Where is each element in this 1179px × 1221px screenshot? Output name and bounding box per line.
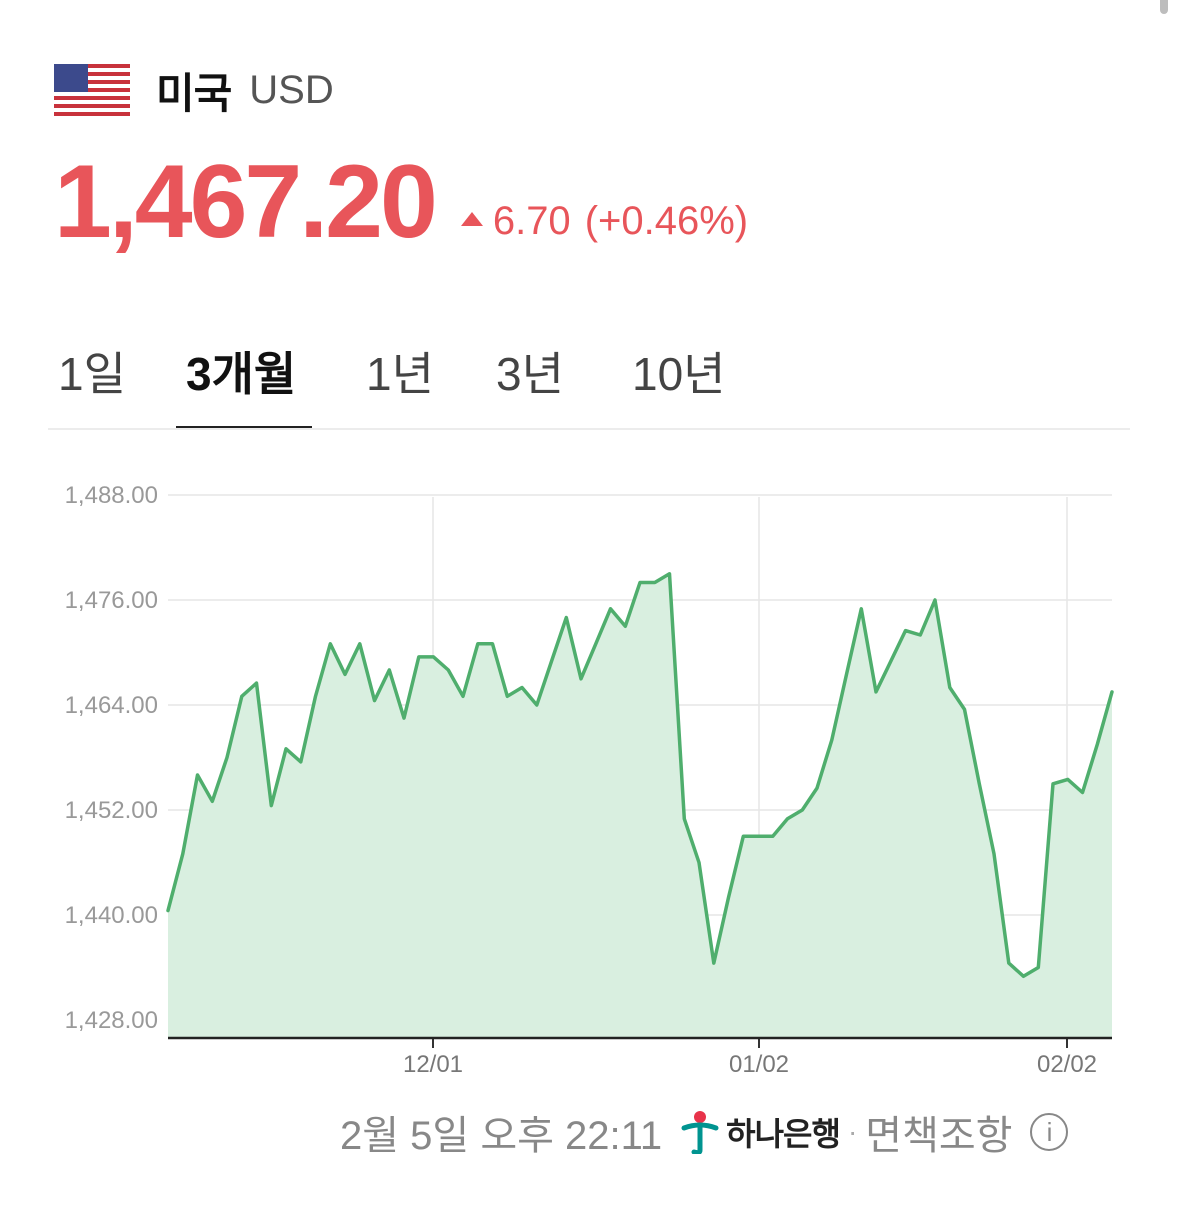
y-tick-label: 1,428.00 [65, 1007, 158, 1034]
up-triangle-icon [460, 211, 483, 226]
update-timestamp: 2월 5일 오후 22:11 [340, 1114, 663, 1158]
quote-row: 1,467.20 6.70 (+0.46%) [54, 150, 748, 254]
exchange-rate-chart[interactable]: 1,488.00 1,476.00 1,464.00 1,452.00 1,440.00… [0, 440, 1179, 1090]
x-tick-label: 01/02 [729, 1051, 789, 1078]
change-amount: 6.70 [492, 199, 571, 243]
series-line [166, 572, 1114, 979]
us-flag-icon [54, 64, 130, 116]
country-name: 미국 [156, 68, 232, 118]
currency-header: 미국 USD [54, 60, 334, 120]
y-tick-label: 1,452.00 [65, 797, 158, 824]
y-tick-label: 1,464.00 [65, 692, 158, 719]
x-tick-label: 02/02 [1037, 1051, 1097, 1078]
tab-3months[interactable]: 3개월 [186, 348, 297, 400]
tab-10years[interactable]: 10년 [632, 348, 726, 400]
exchange-rate: 1,467.20 [54, 144, 438, 260]
change-percent: (+0.46%) [584, 199, 749, 243]
y-tick-label: 1,476.00 [65, 587, 158, 614]
tab-3years[interactable]: 3년 [496, 348, 564, 400]
tabs-divider [48, 428, 1130, 430]
series-area [168, 573, 1112, 1038]
bank-logo: 하나은행 [680, 1109, 841, 1155]
separator: · [847, 1116, 858, 1147]
currency-code: USD [249, 67, 334, 112]
rate-change: 6.70 (+0.46%) [460, 199, 749, 244]
disclaimer-link[interactable]: 면책조항 [865, 1114, 1013, 1158]
scroll-indicator [1160, 0, 1168, 14]
x-tick-label: 12/01 [403, 1051, 463, 1078]
tab-1day[interactable]: 1일 [58, 348, 126, 400]
y-tick-label: 1,488.00 [65, 482, 158, 509]
info-icon[interactable]: i [1030, 1113, 1069, 1151]
footer: 2월 5일 오후 22:11 하나은행 · 면책조항 i [340, 1102, 1069, 1162]
hana-bank-logo-icon [681, 1111, 719, 1154]
bank-name: 하나은행 [726, 1116, 841, 1152]
y-tick-label: 1,440.00 [65, 902, 158, 929]
period-tabs: 1일 3개월 1년 3년 10년 [48, 330, 1130, 430]
tab-1year[interactable]: 1년 [366, 348, 434, 400]
